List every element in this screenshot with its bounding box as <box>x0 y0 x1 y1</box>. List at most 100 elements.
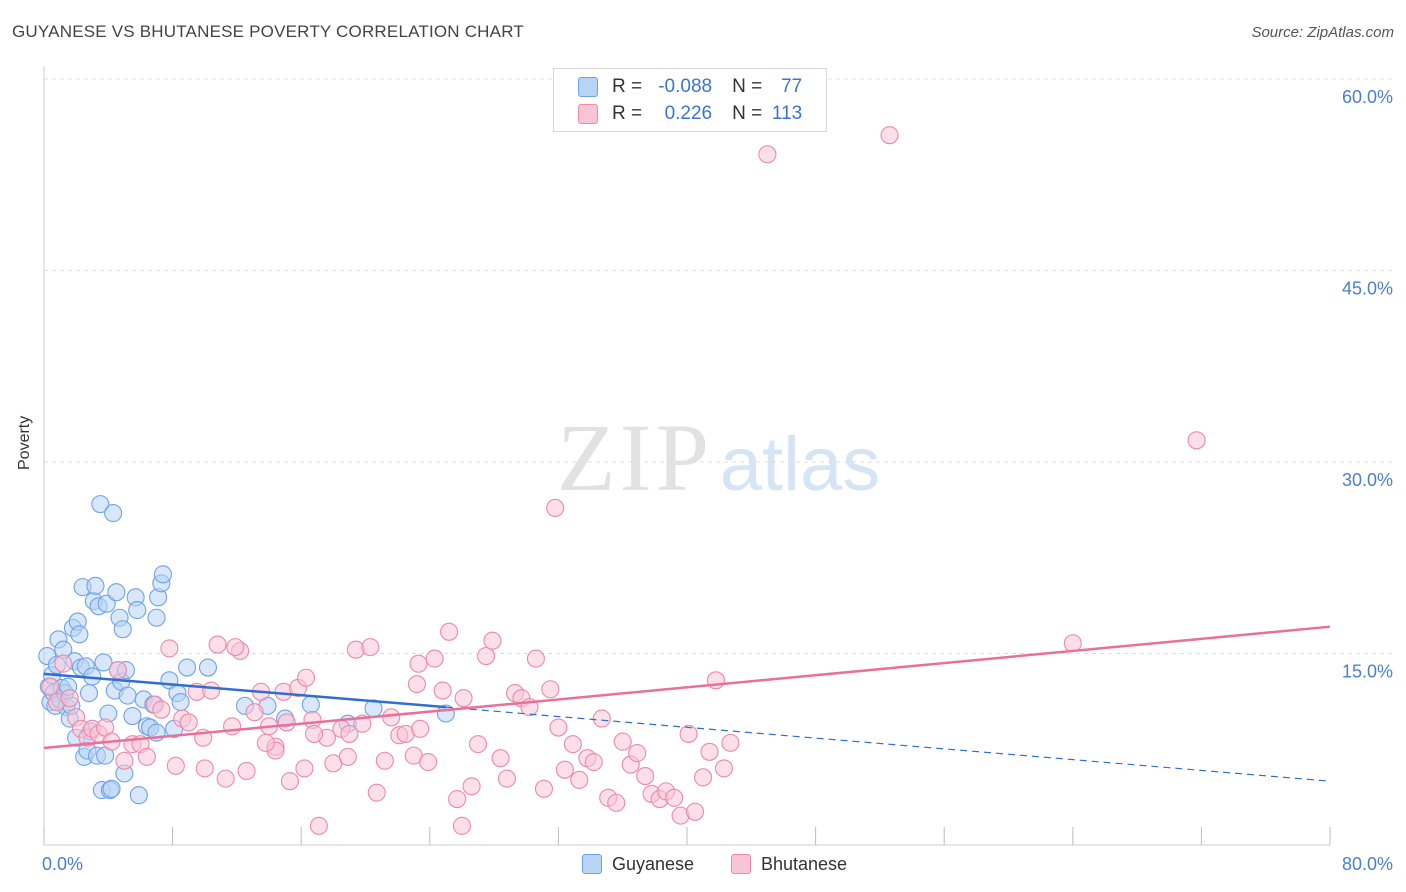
data-point-bhutanese <box>41 677 60 696</box>
r-label: R = <box>612 103 643 124</box>
data-point-bhutanese <box>694 768 713 787</box>
data-point-bhutanese <box>237 761 256 781</box>
data-point-bhutanese <box>54 654 73 673</box>
data-point-bhutanese <box>425 649 444 668</box>
data-point-guyanese <box>123 707 142 726</box>
data-point-bhutanese <box>115 751 134 770</box>
watermark-zip: ZIP <box>557 404 713 511</box>
data-point-guyanese <box>86 576 105 595</box>
data-point-guyanese <box>153 565 173 584</box>
data-point-bhutanese <box>305 724 324 743</box>
guyanese-points <box>38 495 455 805</box>
y-axis-label: Poverty <box>16 415 33 470</box>
data-point-bhutanese <box>419 752 438 772</box>
data-point-bhutanese <box>665 788 684 807</box>
data-point-bhutanese <box>454 689 473 708</box>
data-point-bhutanese <box>685 802 705 821</box>
guyanese-swatch <box>578 77 598 97</box>
data-point-bhutanese <box>411 719 430 738</box>
data-point-guyanese <box>171 692 190 712</box>
y-tick-label: 60.0% <box>1342 87 1393 107</box>
legend-item-bhutanese: Bhutanese <box>731 852 847 876</box>
data-point-bhutanese <box>721 733 740 752</box>
data-point-bhutanese <box>409 654 428 673</box>
guyanese-r-value: -0.088 <box>658 76 713 97</box>
data-point-bhutanese <box>1187 431 1206 450</box>
data-point-bhutanese <box>277 713 296 732</box>
r-label: R = <box>612 76 643 97</box>
trend-line-bhutanese <box>43 625 1331 750</box>
data-point-bhutanese <box>570 770 589 789</box>
data-point-bhutanese <box>375 751 394 770</box>
data-point-bhutanese <box>880 126 899 145</box>
data-point-bhutanese <box>160 639 179 658</box>
data-point-bhutanese <box>245 703 264 722</box>
trend-lines <box>43 625 1331 782</box>
data-point-bhutanese <box>477 647 496 666</box>
watermark: ZIP atlas <box>557 404 880 511</box>
data-point-bhutanese <box>296 668 316 687</box>
data-point-guyanese <box>118 686 137 705</box>
bhutanese-swatch <box>578 104 598 124</box>
guyanese-n-value: 77 <box>781 76 803 97</box>
data-point-bhutanese <box>491 749 510 768</box>
data-point-guyanese <box>104 504 123 523</box>
axes <box>43 66 1331 846</box>
data-point-bhutanese <box>382 708 401 727</box>
grid-lines <box>44 78 1392 654</box>
correlation-legend: R = -0.088 N = 77 R = 0.226 N = 113 <box>553 68 827 132</box>
data-point-bhutanese <box>636 767 655 786</box>
data-point-bhutanese <box>613 732 632 751</box>
data-point-bhutanese <box>256 733 275 752</box>
bhutanese-n-value: 113 <box>771 103 803 124</box>
legend-item-guyanese: Guyanese <box>582 852 694 876</box>
data-point-bhutanese <box>166 756 185 775</box>
trend-extension-guyanese <box>445 706 1331 782</box>
data-point-bhutanese <box>295 759 314 778</box>
data-point-bhutanese <box>607 793 626 812</box>
data-point-bhutanese <box>137 747 156 766</box>
data-point-guyanese <box>70 625 89 644</box>
data-point-bhutanese <box>462 777 481 796</box>
data-point-bhutanese <box>108 661 127 680</box>
data-point-guyanese <box>91 495 110 514</box>
data-point-bhutanese <box>448 789 467 809</box>
guyanese-legend-swatch <box>582 854 602 874</box>
data-point-bhutanese <box>758 145 777 164</box>
x-tick-label: 80.0% <box>1342 854 1393 874</box>
data-point-bhutanese <box>483 631 502 650</box>
data-point-bhutanese <box>546 498 565 518</box>
data-point-bhutanese <box>361 638 380 657</box>
data-point-bhutanese <box>407 675 426 694</box>
data-point-bhutanese <box>367 783 386 802</box>
tick-labels: 15.0% 30.0% 45.0% 60.0% 0.0% 80.0% <box>42 87 1393 874</box>
data-point-bhutanese <box>584 752 603 772</box>
guyanese-legend-label: Guyanese <box>612 853 695 874</box>
data-point-bhutanese <box>452 816 472 835</box>
data-point-bhutanese <box>226 638 245 657</box>
data-point-bhutanese <box>497 769 517 788</box>
data-point-bhutanese <box>179 713 198 732</box>
data-point-bhutanese <box>195 759 214 778</box>
bhutanese-points <box>41 126 1206 835</box>
data-point-bhutanese <box>549 718 568 737</box>
bhutanese-r-value: 0.226 <box>664 103 713 124</box>
legend-row-guyanese: R = -0.088 N = 77 <box>578 75 802 99</box>
data-point-guyanese <box>79 684 99 703</box>
data-point-guyanese <box>147 608 166 627</box>
data-point-guyanese <box>94 653 113 672</box>
data-point-bhutanese <box>700 742 719 761</box>
x-tick-label: 0.0% <box>42 854 83 874</box>
data-point-guyanese <box>113 620 132 639</box>
data-point-guyanese <box>128 601 147 620</box>
y-tick-label: 15.0% <box>1342 662 1393 682</box>
data-point-guyanese <box>107 583 126 602</box>
data-point-bhutanese <box>152 700 171 719</box>
bhutanese-legend-swatch <box>731 854 751 874</box>
n-label: N = <box>732 76 763 97</box>
data-point-bhutanese <box>563 735 582 754</box>
data-point-guyanese <box>178 658 197 677</box>
watermark-atlas: atlas <box>720 422 881 507</box>
chart-title: GUYANESE VS BHUTANESE POVERTY CORRELATIO… <box>12 22 524 41</box>
